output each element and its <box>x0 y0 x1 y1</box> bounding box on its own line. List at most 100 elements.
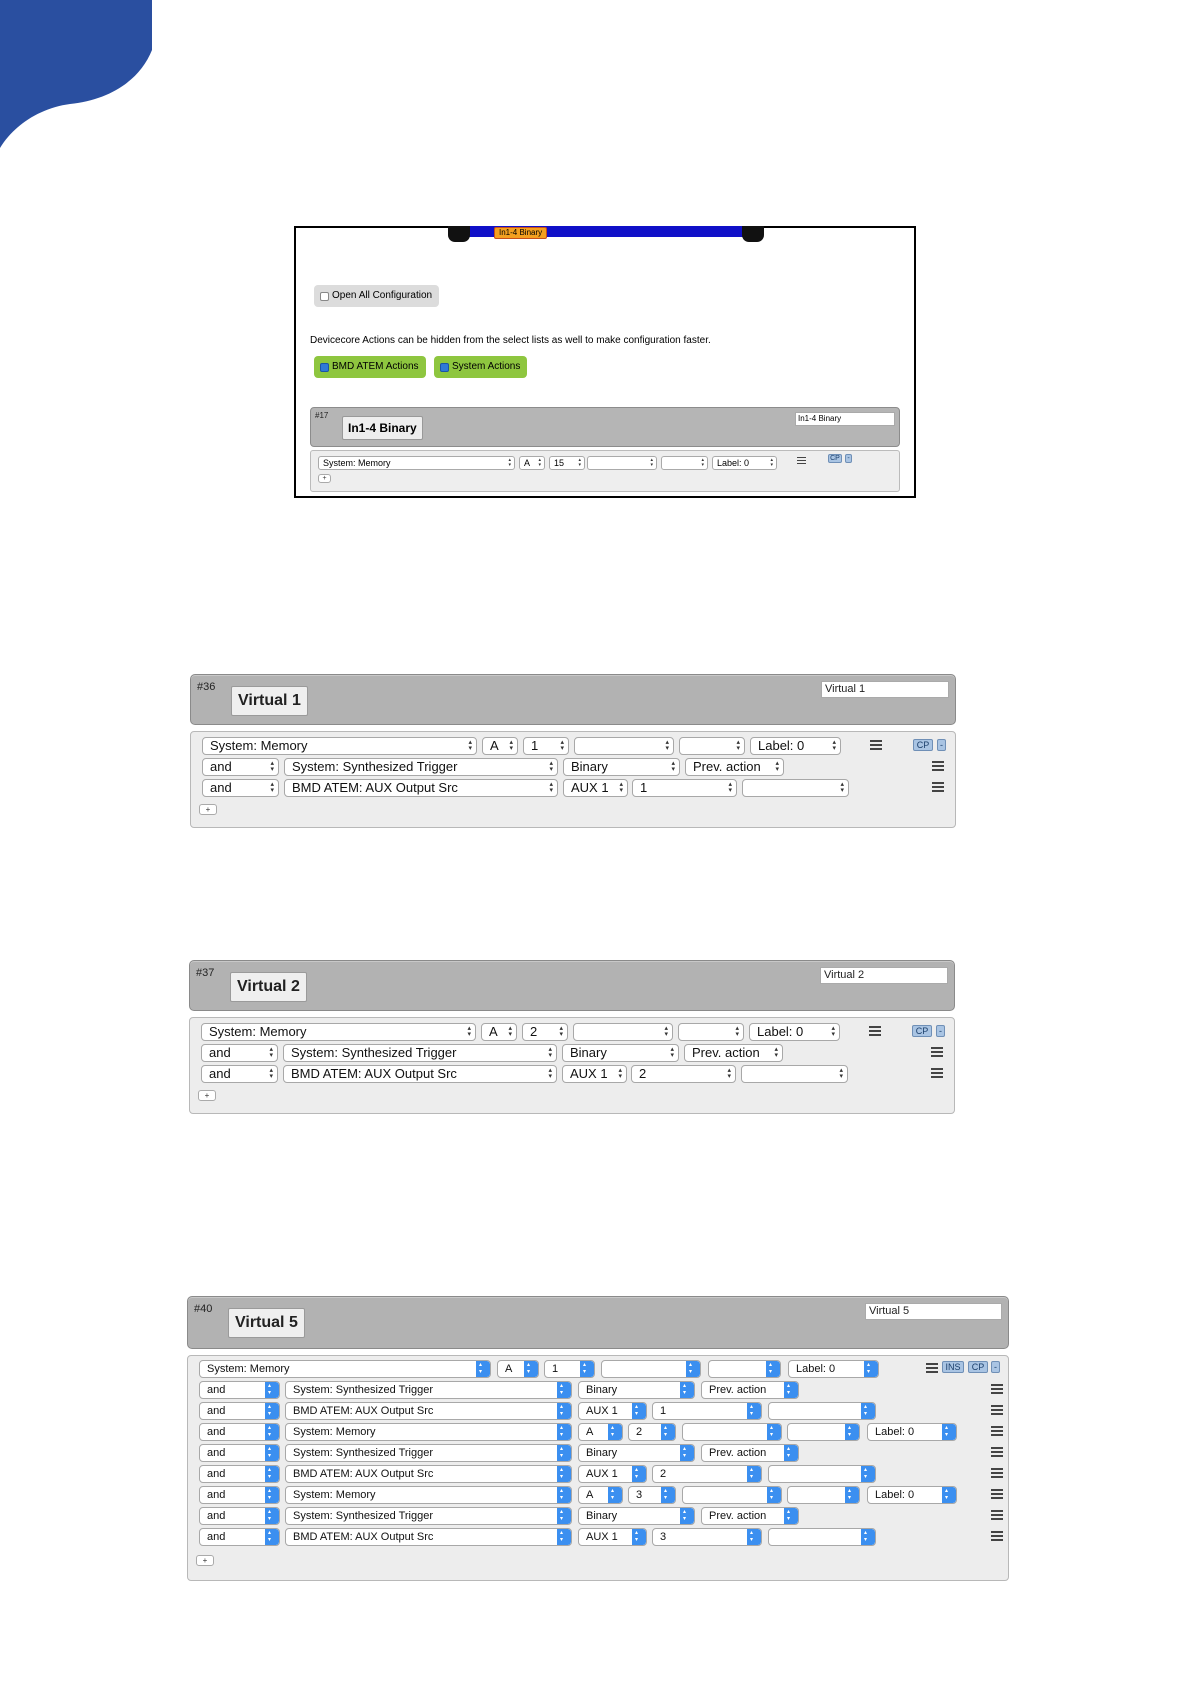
drag-handle-icon[interactable] <box>991 1447 1003 1458</box>
value-select[interactable]: 15 <box>549 456 585 470</box>
option-select[interactable] <box>787 1423 860 1441</box>
dropdown-arrow-icon[interactable] <box>557 1445 571 1461</box>
action-select[interactable]: BMD ATEM: AUX Output Src <box>285 1528 572 1546</box>
dropdown-arrow-icon[interactable] <box>557 1403 571 1419</box>
option-select[interactable]: Prev. action <box>701 1444 799 1462</box>
remove-button[interactable]: - <box>936 1025 945 1037</box>
logic-select[interactable]: and <box>199 1486 280 1504</box>
dropdown-arrow-icon[interactable] <box>580 1361 594 1377</box>
label-select[interactable]: Label: 0 <box>867 1423 957 1441</box>
param-select[interactable]: A <box>482 737 518 755</box>
dropdown-arrow-icon[interactable] <box>265 1382 279 1398</box>
dropdown-arrow-icon[interactable] <box>686 1361 700 1377</box>
dropdown-arrow-icon[interactable] <box>608 1424 622 1440</box>
value-select[interactable]: 1 <box>632 779 737 797</box>
drag-handle-icon[interactable] <box>991 1489 1003 1500</box>
dropdown-arrow-icon[interactable] <box>557 1529 571 1545</box>
dropdown-arrow-icon[interactable] <box>524 1361 538 1377</box>
param-select[interactable]: Binary <box>578 1381 695 1399</box>
dropdown-arrow-icon[interactable] <box>632 1529 646 1545</box>
logic-select[interactable]: and <box>201 1065 278 1083</box>
value-select[interactable]: 2 <box>522 1023 568 1041</box>
drag-handle-icon[interactable] <box>870 740 882 751</box>
value-select[interactable]: 1 <box>652 1402 762 1420</box>
action-select[interactable]: System: Memory <box>285 1486 572 1504</box>
drag-handle-icon[interactable] <box>931 1047 943 1058</box>
param-select[interactable]: A <box>578 1486 623 1504</box>
dropdown-arrow-icon[interactable] <box>784 1382 798 1398</box>
action-select[interactable]: System: Synthesized Trigger <box>285 1444 572 1462</box>
param-select[interactable]: Binary <box>562 1044 679 1062</box>
param-select[interactable]: A <box>497 1360 539 1378</box>
label-select[interactable]: Label: 0 <box>749 1023 840 1041</box>
dropdown-arrow-icon[interactable] <box>608 1487 622 1503</box>
action-select[interactable]: System: Memory <box>199 1360 491 1378</box>
param-select[interactable]: A <box>578 1423 623 1441</box>
logic-select[interactable]: and <box>199 1528 280 1546</box>
option-select[interactable]: Prev. action <box>701 1381 799 1399</box>
dropdown-arrow-icon[interactable] <box>747 1529 761 1545</box>
action-select[interactable]: BMD ATEM: AUX Output Src <box>283 1065 557 1083</box>
dropdown-arrow-icon[interactable] <box>265 1487 279 1503</box>
dropdown-arrow-icon[interactable] <box>861 1529 875 1545</box>
dropdown-arrow-icon[interactable] <box>557 1487 571 1503</box>
drag-handle-icon[interactable] <box>932 782 944 793</box>
dropdown-arrow-icon[interactable] <box>557 1382 571 1398</box>
logic-select[interactable]: and <box>199 1465 280 1483</box>
logic-select[interactable]: and <box>199 1423 280 1441</box>
action-select[interactable]: System: Memory <box>201 1023 476 1041</box>
action-select[interactable]: System: Synthesized Trigger <box>284 758 558 776</box>
drag-handle-icon[interactable] <box>991 1384 1003 1395</box>
open-all-configuration-toggle[interactable]: Open All Configuration <box>314 285 440 307</box>
dropdown-arrow-icon[interactable] <box>942 1487 956 1503</box>
param-select[interactable]: A <box>519 456 545 470</box>
remove-button[interactable]: - <box>845 454 852 463</box>
dropdown-arrow-icon[interactable] <box>784 1508 798 1524</box>
drag-handle-icon[interactable] <box>991 1531 1003 1542</box>
remove-button[interactable]: - <box>991 1361 1000 1373</box>
option-select[interactable] <box>708 1360 781 1378</box>
option-select[interactable]: Prev. action <box>684 1044 783 1062</box>
group-name-input[interactable]: Virtual 5 <box>865 1303 1002 1320</box>
group-name-input[interactable]: Virtual 1 <box>821 681 949 698</box>
option-select[interactable]: Prev. action <box>701 1507 799 1525</box>
tab-in1-4-binary[interactable]: In1-4 Binary <box>494 227 548 239</box>
option-select[interactable] <box>682 1423 782 1441</box>
action-select[interactable]: System: Synthesized Trigger <box>285 1381 572 1399</box>
drag-handle-icon[interactable] <box>931 1068 943 1079</box>
action-select[interactable]: System: Memory <box>202 737 477 755</box>
value-select[interactable]: 2 <box>631 1065 736 1083</box>
param-select[interactable]: Binary <box>563 758 680 776</box>
dropdown-arrow-icon[interactable] <box>767 1424 781 1440</box>
option-select[interactable] <box>601 1360 701 1378</box>
param-select[interactable]: AUX 1 <box>578 1465 647 1483</box>
copy-button[interactable]: CP <box>968 1361 988 1373</box>
option-select[interactable] <box>682 1486 782 1504</box>
option-select[interactable] <box>661 456 708 470</box>
add-action-button[interactable]: + <box>196 1555 214 1566</box>
value-select[interactable]: 2 <box>652 1465 762 1483</box>
action-select[interactable]: System: Synthesized Trigger <box>285 1507 572 1525</box>
checkbox-icon[interactable] <box>440 363 449 372</box>
value-select[interactable]: 3 <box>652 1528 762 1546</box>
drag-handle-icon[interactable] <box>991 1510 1003 1521</box>
add-action-button[interactable]: + <box>198 1090 216 1101</box>
action-select[interactable]: BMD ATEM: AUX Output Src <box>284 779 558 797</box>
dropdown-arrow-icon[interactable] <box>680 1445 694 1461</box>
dropdown-arrow-icon[interactable] <box>265 1403 279 1419</box>
drag-handle-icon[interactable] <box>932 761 944 772</box>
param-select[interactable]: AUX 1 <box>562 1065 627 1083</box>
option-select[interactable] <box>574 737 674 755</box>
dropdown-arrow-icon[interactable] <box>767 1487 781 1503</box>
dropdown-arrow-icon[interactable] <box>476 1361 490 1377</box>
drag-handle-icon[interactable] <box>869 1026 881 1037</box>
option-select[interactable] <box>787 1486 860 1504</box>
param-select[interactable]: Binary <box>578 1444 695 1462</box>
value-select[interactable]: 1 <box>544 1360 595 1378</box>
dropdown-arrow-icon[interactable] <box>265 1466 279 1482</box>
option-select[interactable] <box>768 1465 876 1483</box>
dropdown-arrow-icon[interactable] <box>680 1508 694 1524</box>
dropdown-arrow-icon[interactable] <box>747 1466 761 1482</box>
dropdown-arrow-icon[interactable] <box>265 1508 279 1524</box>
action-select[interactable]: System: Memory <box>285 1423 572 1441</box>
